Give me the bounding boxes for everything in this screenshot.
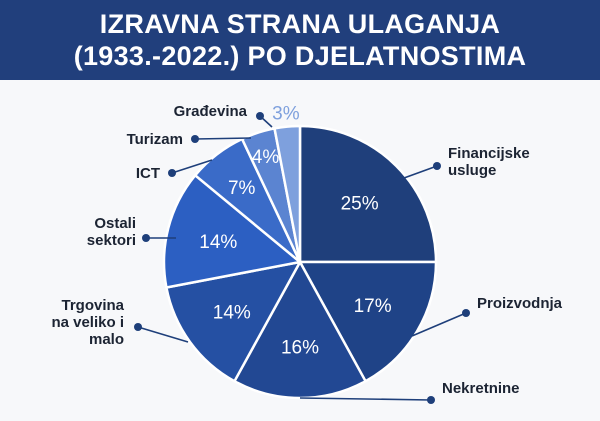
title-line-1: IZRAVNA STRANA ULAGANJA	[99, 9, 501, 39]
leader-line	[137, 326, 189, 343]
slice-value-label: 14%	[213, 303, 251, 324]
leader-dot	[256, 112, 264, 120]
leader-dot	[168, 169, 176, 177]
leader-dot	[191, 135, 199, 143]
category-label: ICT	[136, 165, 160, 182]
slice-value-label: 16%	[281, 337, 319, 358]
pie-chart: 25% 17% 16% 14% 14% 7% 4% 3% Financijske usluge Pr…	[51, 103, 563, 404]
leader-dot	[462, 309, 470, 317]
category-label: Trgovina na veliko i malo	[51, 297, 124, 348]
leader-dot	[142, 234, 150, 242]
slice-value-label: 4%	[252, 147, 280, 168]
category-label: Ostali sektori	[87, 215, 136, 249]
leader-line	[403, 165, 438, 179]
category-label: Turizam	[127, 131, 183, 148]
pie-slice	[298, 260, 438, 383]
slice-value-label: 17%	[354, 296, 392, 317]
category-label: Građevina	[174, 103, 248, 120]
leader-line	[194, 137, 252, 140]
category-label: Nekretnine	[442, 380, 520, 397]
leader-line	[299, 397, 432, 401]
pie-slice	[273, 124, 302, 264]
slice-value-label: 7%	[228, 178, 256, 199]
slice-value-label: 14%	[199, 232, 237, 253]
chart-panel: 25% 17% 16% 14% 14% 7% 4% 3% Financijske usluge Pr…	[0, 80, 600, 421]
leader-dot	[427, 396, 435, 404]
pie-slice	[233, 260, 367, 400]
category-label: Proizvodnja	[477, 295, 563, 312]
pie-slice	[162, 174, 302, 289]
leader-dot	[134, 323, 142, 331]
category-label: Financijske usluge	[448, 145, 530, 179]
leader-line	[411, 312, 467, 337]
title-line-2: (1933.-2022.) PO DJELATNOSTIMA	[73, 41, 527, 71]
pie-slice	[298, 124, 438, 264]
slice-value-label: 3%	[272, 104, 300, 125]
leader-dot	[433, 162, 441, 170]
title-banner: IZRAVNA STRANA ULAGANJA (1933.-2022.) PO…	[0, 0, 600, 80]
slice-value-label: 25%	[341, 193, 379, 214]
leader-line	[171, 159, 213, 174]
pie-slice	[165, 260, 302, 383]
